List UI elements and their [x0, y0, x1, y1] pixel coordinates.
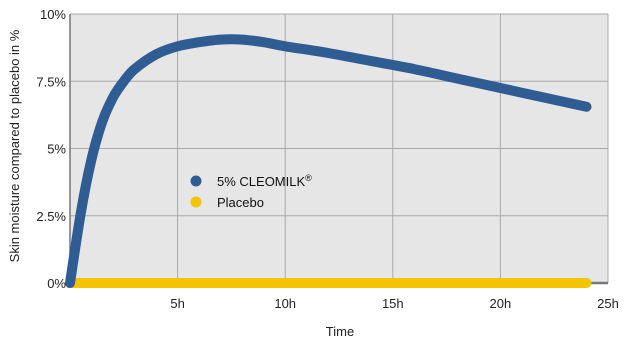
- y-tick-label-3: 7.5%: [36, 74, 66, 89]
- series-line-0: [65, 34, 592, 288]
- legend-label-placebo: Placebo: [217, 195, 264, 210]
- legend-marker-cleomilk: [190, 175, 202, 187]
- legend-label-cleomilk: 5% CLEOMILK®: [217, 173, 312, 189]
- y-tick-label-4: 10%: [40, 7, 66, 22]
- registered-mark: ®: [305, 173, 312, 183]
- legend-label-cleomilk-text: 5% CLEOMILK: [217, 174, 305, 189]
- x-tick-label-3: 20h: [490, 296, 512, 311]
- x-axis-title: Time: [326, 324, 354, 339]
- x-tick-label-2: 15h: [382, 296, 404, 311]
- y-tick-label-2: 5%: [47, 142, 66, 157]
- legend-marker-placebo: [190, 196, 202, 208]
- x-tick-labels: 5h 10h 15h 20h 25h: [170, 296, 618, 311]
- y-tick-labels: 0% 2.5% 5% 7.5% 10%: [36, 7, 66, 291]
- legend: 5% CLEOMILK® Placebo: [190, 173, 312, 210]
- x-tick-label-0: 5h: [170, 296, 184, 311]
- series-lines: [65, 34, 592, 289]
- x-tick-label-4: 25h: [597, 296, 619, 311]
- y-tick-label-1: 2.5%: [36, 209, 66, 224]
- y-tick-label-0: 0%: [47, 276, 66, 291]
- y-axis-title: Skin moisture compared to placebo in %: [7, 29, 22, 262]
- x-tick-label-1: 10h: [274, 296, 296, 311]
